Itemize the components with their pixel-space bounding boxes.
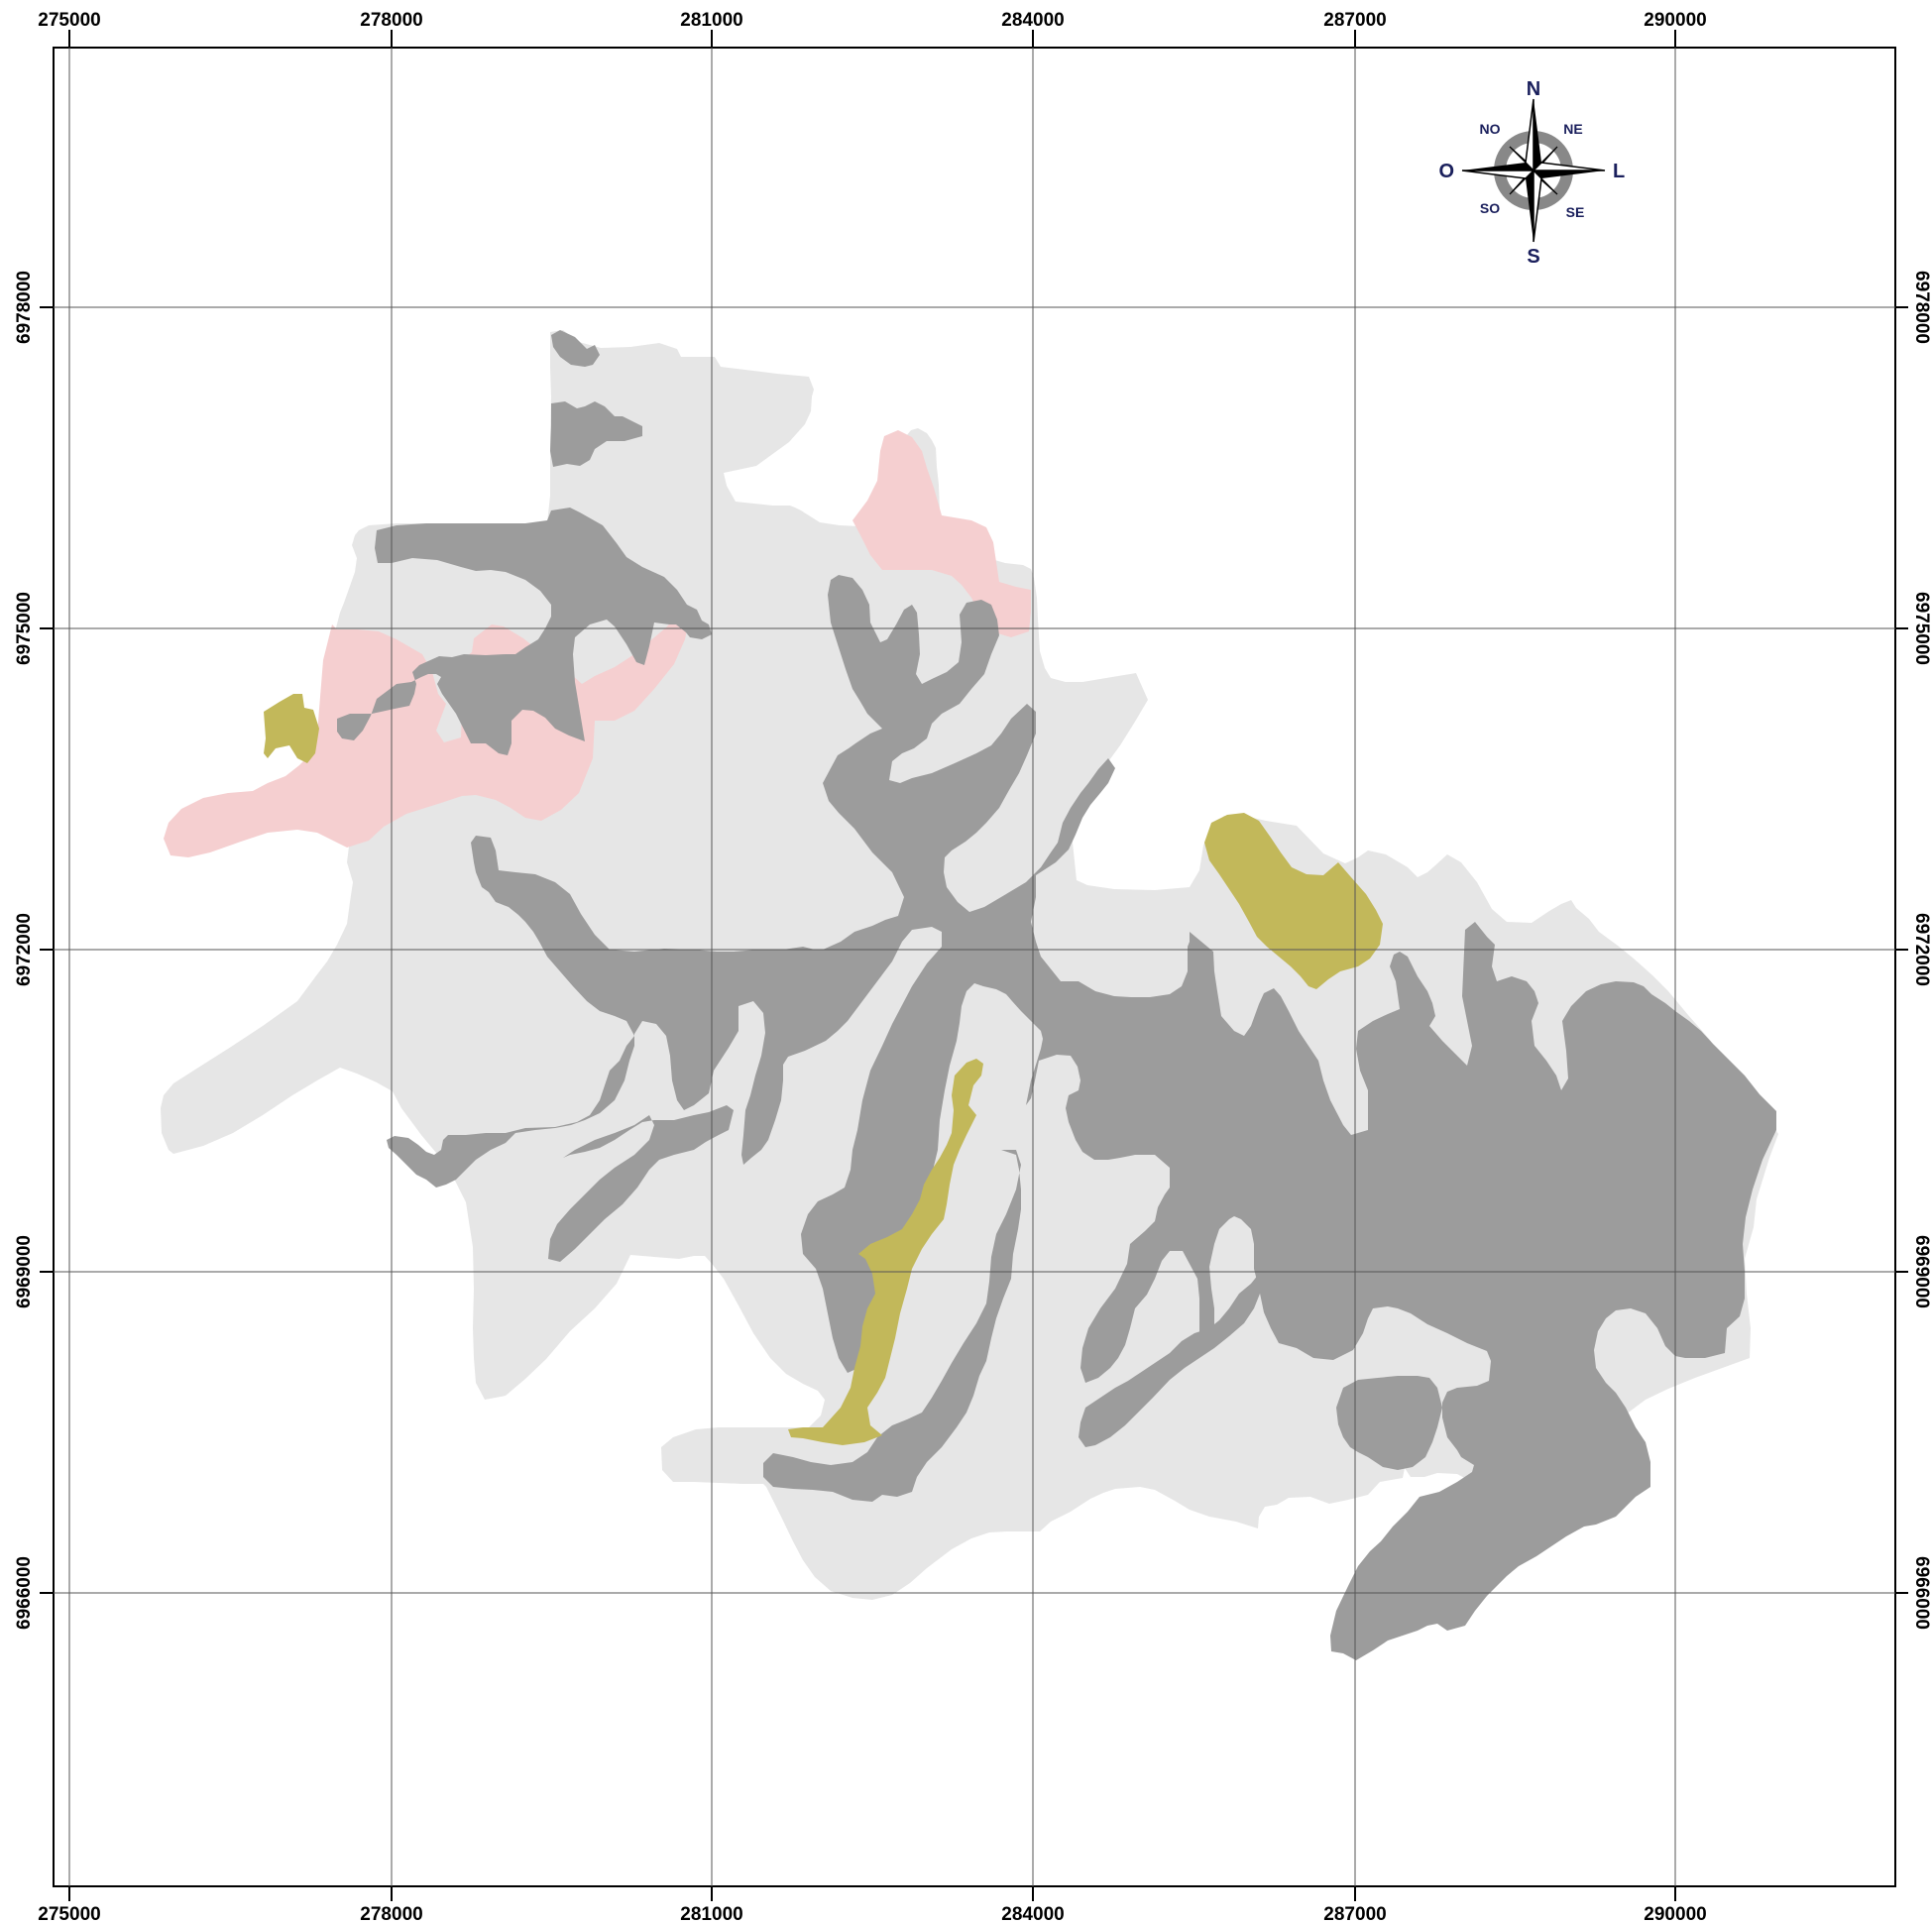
y-tick-label: 6966000 [14, 1556, 35, 1630]
olive-zone-west [264, 694, 319, 763]
olive-zone-east [1204, 813, 1383, 989]
x-tick-label: 284000 [1001, 10, 1064, 31]
y-tick-label: 6972000 [1911, 913, 1932, 986]
y-tick-label: 6978000 [14, 271, 35, 344]
x-tick-label: 278000 [360, 10, 422, 31]
drainage-east-loop [1079, 1274, 1262, 1447]
compass-l-label: L [1613, 161, 1625, 182]
x-tick-label: 281000 [680, 1904, 742, 1924]
y-tick-label: 6966000 [1911, 1556, 1932, 1630]
y-tick-label: 6969000 [1911, 1235, 1932, 1308]
compass-ne-label: NE [1563, 121, 1582, 137]
compass-no-label: NO [1480, 121, 1501, 137]
drainage-southeast-channel [1336, 1376, 1442, 1470]
y-tick-label: 6975000 [14, 592, 35, 665]
x-tick-label: 284000 [1001, 1904, 1064, 1924]
tick-marks [40, 30, 1908, 1901]
x-tick-label: 287000 [1323, 1904, 1386, 1924]
x-tick-label: 275000 [38, 10, 100, 31]
drainage-west-system [337, 508, 712, 755]
compass-n-label: N [1527, 78, 1540, 100]
compass-so-label: SO [1480, 200, 1500, 216]
y-tick-label: 6978000 [1911, 271, 1932, 344]
compass-s-label: S [1527, 246, 1539, 268]
x-tick-label: 281000 [680, 10, 742, 31]
grid [54, 48, 1895, 1886]
drainage-central-system [387, 575, 1776, 1660]
x-tick-label: 275000 [38, 1904, 100, 1924]
y-tick-label: 6969000 [14, 1235, 35, 1308]
y-axis-labels-right: 6978000 6975000 6972000 6969000 6966000 [1911, 271, 1932, 1630]
compass-se-label: SE [1566, 204, 1585, 220]
x-tick-label: 278000 [360, 1904, 422, 1924]
x-tick-label: 290000 [1644, 10, 1706, 31]
x-tick-label: 290000 [1644, 1904, 1706, 1924]
compass-rose-icon: N S L O NE NO SE SO [1438, 78, 1625, 268]
drainage-north-tip [551, 330, 600, 367]
x-axis-labels-bottom: 275000 278000 281000 284000 287000 29000… [38, 1904, 1706, 1924]
x-axis-labels-top: 275000 278000 281000 284000 287000 29000… [38, 10, 1706, 31]
olive-zone-south [788, 1059, 983, 1445]
y-tick-label: 6972000 [14, 913, 35, 986]
y-axis-labels-left: 6978000 6975000 6972000 6969000 6966000 [14, 271, 35, 1630]
y-tick-label: 6975000 [1911, 592, 1932, 665]
drainage-north-arm [550, 401, 642, 467]
map-features [161, 330, 1778, 1660]
pink-zone-north [852, 430, 1031, 637]
drainage-southwest-arm [548, 1105, 734, 1262]
drainage-network [337, 330, 1776, 1660]
x-tick-label: 287000 [1323, 10, 1386, 31]
drainage-south-channel [763, 1150, 1021, 1502]
compass-o-label: O [1438, 161, 1454, 182]
